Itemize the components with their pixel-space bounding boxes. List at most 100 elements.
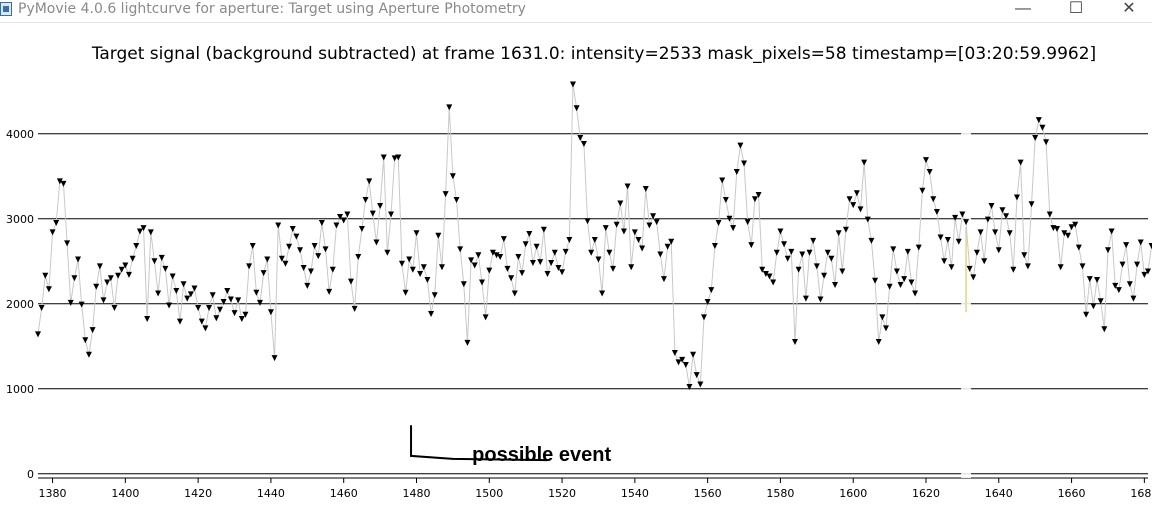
data-point[interactable] [810, 237, 817, 244]
data-point[interactable] [628, 264, 635, 271]
data-point[interactable] [133, 242, 140, 249]
data-point[interactable] [1141, 271, 1148, 278]
data-point[interactable] [853, 190, 860, 197]
data-point[interactable] [64, 240, 71, 247]
data-point[interactable] [551, 249, 558, 256]
data-point[interactable] [428, 310, 435, 317]
data-point[interactable] [784, 255, 791, 262]
data-point[interactable] [999, 207, 1006, 214]
data-point[interactable] [737, 142, 744, 149]
data-point[interactable] [591, 237, 598, 243]
data-point[interactable] [351, 305, 358, 312]
data-point[interactable] [155, 290, 162, 297]
data-point[interactable] [118, 266, 125, 273]
data-point[interactable] [733, 169, 740, 175]
data-point[interactable] [933, 208, 940, 215]
data-point[interactable] [773, 249, 780, 256]
data-point[interactable] [446, 104, 453, 111]
data-point[interactable] [413, 230, 420, 237]
data-point[interactable] [53, 220, 60, 226]
data-point[interactable] [639, 245, 646, 252]
data-point[interactable] [657, 251, 664, 258]
data-point[interactable] [380, 154, 387, 161]
data-point[interactable] [1134, 261, 1141, 268]
data-point[interactable] [832, 282, 839, 289]
data-point[interactable] [260, 270, 267, 277]
data-point[interactable] [493, 252, 500, 259]
data-point[interactable] [508, 275, 515, 282]
data-point[interactable] [257, 299, 263, 306]
data-point[interactable] [642, 186, 649, 192]
data-point[interactable] [577, 135, 584, 141]
data-point[interactable] [184, 295, 191, 302]
data-point[interactable] [398, 260, 405, 267]
data-point[interactable] [504, 265, 511, 272]
data-point[interactable] [675, 359, 682, 366]
data-point[interactable] [875, 339, 882, 345]
data-point[interactable] [915, 244, 922, 251]
data-point[interactable] [555, 265, 562, 272]
data-point[interactable] [730, 225, 737, 232]
data-point[interactable] [799, 251, 806, 258]
data-point[interactable] [195, 305, 202, 311]
data-point[interactable] [923, 157, 929, 164]
data-point[interactable] [562, 248, 569, 255]
data-point[interactable] [1024, 263, 1031, 270]
data-point[interactable] [431, 292, 438, 299]
data-point[interactable] [125, 271, 132, 278]
data-point[interactable] [89, 327, 96, 334]
data-point[interactable] [1123, 242, 1130, 249]
data-point[interactable] [886, 283, 893, 290]
data-point[interactable] [948, 264, 955, 271]
data-point[interactable] [286, 243, 293, 250]
data-point[interactable] [486, 267, 493, 274]
data-point[interactable] [726, 215, 733, 222]
data-point[interactable] [719, 177, 726, 184]
data-point[interactable] [1097, 298, 1104, 305]
data-point[interactable] [842, 226, 849, 233]
data-point[interactable] [679, 356, 686, 363]
data-point[interactable] [868, 237, 875, 244]
data-point[interactable] [897, 282, 904, 289]
data-point[interactable] [715, 220, 722, 226]
data-point[interactable] [653, 219, 660, 226]
data-point[interactable] [1119, 261, 1126, 268]
data-point[interactable] [671, 350, 678, 357]
data-point[interactable] [420, 264, 427, 271]
data-point[interactable] [817, 296, 824, 303]
data-point[interactable] [122, 262, 129, 269]
data-point[interactable] [206, 305, 213, 311]
data-point[interactable] [1137, 239, 1144, 246]
data-point[interactable] [278, 255, 285, 262]
data-point[interactable] [235, 297, 242, 304]
data-point[interactable] [289, 225, 296, 232]
data-point[interactable] [711, 242, 718, 249]
data-point[interactable] [861, 159, 868, 166]
data-point[interactable] [85, 351, 92, 358]
data-point[interactable] [1021, 252, 1028, 259]
data-point[interactable] [813, 263, 820, 270]
data-point[interactable] [497, 254, 504, 260]
data-point[interactable] [1032, 135, 1039, 141]
data-point[interactable] [1075, 244, 1082, 251]
data-point[interactable] [693, 372, 700, 379]
data-point[interactable] [238, 316, 245, 323]
data-point[interactable] [1035, 117, 1042, 124]
data-point[interactable] [220, 299, 227, 306]
data-point[interactable] [373, 239, 380, 246]
data-point[interactable] [529, 259, 536, 266]
data-point[interactable] [850, 202, 857, 209]
data-point[interactable] [246, 263, 253, 270]
data-point[interactable] [318, 220, 325, 226]
data-point[interactable] [1039, 124, 1046, 131]
data-point[interactable] [315, 253, 322, 260]
data-point[interactable] [322, 246, 329, 253]
data-point[interactable] [1108, 228, 1115, 235]
data-point[interactable] [187, 291, 194, 298]
data-point[interactable] [115, 272, 122, 279]
data-point[interactable] [930, 196, 937, 203]
data-point[interactable] [311, 242, 318, 249]
data-point[interactable] [307, 268, 314, 275]
data-point[interactable] [227, 296, 234, 303]
